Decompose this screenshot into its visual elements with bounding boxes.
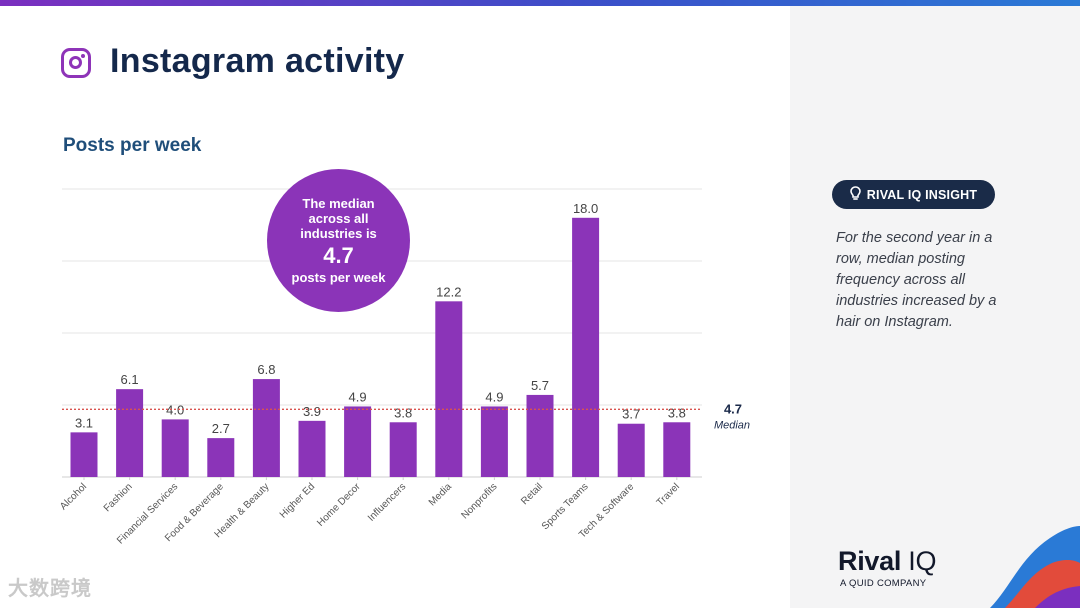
page-title: Instagram activity (110, 42, 405, 80)
corner-wave-decoration (990, 526, 1080, 608)
instagram-icon (61, 48, 91, 78)
category-label-6: Home Decor (315, 481, 363, 529)
value-label-12: 3.7 (622, 407, 640, 422)
brand-name-a: Rival (838, 546, 902, 576)
bar-12 (617, 423, 645, 477)
median-bubble: The median across all industries is 4.7 … (267, 169, 410, 312)
value-label-5: 3.9 (303, 404, 321, 419)
rival-iq-logo: Rival IQ (838, 546, 936, 577)
lightbulb-icon (849, 185, 861, 204)
bar-0 (70, 432, 98, 477)
value-label-10: 5.7 (531, 378, 549, 393)
value-label-3: 2.7 (212, 421, 230, 436)
bar-3 (207, 438, 235, 477)
bar-11 (572, 217, 600, 478)
bubble-text-bottom: posts per week (291, 270, 386, 285)
insight-badge-label: RIVAL IQ INSIGHT (866, 187, 978, 202)
brand-name-b: IQ (908, 546, 937, 576)
bar-9 (480, 406, 508, 477)
category-label-0: Alcohol (58, 481, 89, 512)
bar-10 (526, 394, 554, 477)
value-label-7: 3.8 (394, 405, 412, 420)
chart-title: Posts per week (63, 135, 202, 156)
category-label-9: Nonprofits (460, 481, 500, 521)
bar-8 (435, 301, 463, 477)
value-label-1: 6.1 (121, 372, 139, 387)
value-label-9: 4.9 (485, 389, 503, 404)
value-label-6: 4.9 (349, 389, 367, 404)
value-label-8: 12.2 (436, 284, 461, 299)
value-label-11: 18.0 (573, 201, 598, 216)
bar-4 (252, 379, 280, 477)
instagram-icon-dot (81, 53, 85, 58)
category-label-13: Travel (655, 481, 682, 508)
category-label-7: Influencers (366, 481, 408, 523)
category-label-8: Media (427, 481, 454, 508)
bar-2 (161, 419, 189, 477)
value-label-0: 3.1 (75, 415, 93, 430)
instagram-icon-lens (69, 56, 82, 69)
bubble-value: 4.7 (323, 243, 354, 268)
bubble-text-top: The median across all industries is (300, 196, 377, 241)
brand-subtitle: A QUID COMPANY (840, 578, 927, 589)
top-accent-bar (0, 0, 1080, 6)
bar-5 (298, 420, 326, 477)
median-value-label: 4.7 (724, 401, 742, 416)
value-label-13: 3.8 (668, 405, 686, 420)
bar-7 (389, 422, 417, 477)
bar-1 (116, 389, 144, 477)
insight-badge: RIVAL IQ INSIGHT (832, 180, 995, 209)
insight-text: For the second year in a row, median pos… (836, 230, 997, 330)
category-label-5: Higher Ed (278, 481, 317, 520)
category-label-11: Sports Teams (540, 481, 591, 532)
category-label-10: Retail (519, 481, 545, 507)
value-label-4: 6.8 (257, 362, 275, 377)
bar-6 (344, 406, 372, 477)
bar-13 (663, 422, 691, 477)
category-label-1: Fashion (102, 481, 135, 514)
watermark: 大数跨境 (8, 578, 92, 600)
insight-panel: RIVAL IQ INSIGHT For the second year in … (790, 6, 1080, 608)
median-text-label: Median (714, 419, 750, 431)
